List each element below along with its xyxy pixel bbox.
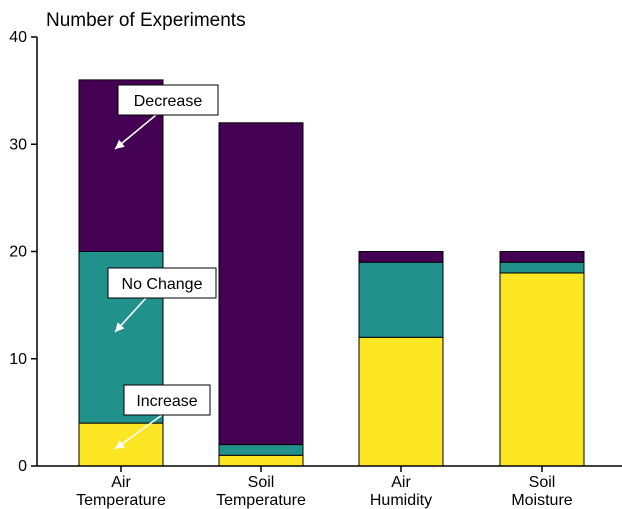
annotation-decrease: Decrease	[114, 84, 219, 150]
bar-segment-no-change-3	[499, 261, 585, 274]
y-tick-label-4: 40	[9, 29, 27, 46]
chart-title: Number of Experiments	[46, 10, 246, 31]
annotation-box	[107, 267, 217, 299]
y-tick-label-3: 30	[9, 136, 27, 153]
annotation-label: Decrease	[134, 93, 203, 110]
bar-segment-decrease-2	[358, 251, 444, 263]
annotation-box	[117, 84, 219, 116]
annotation-no-change: No Change	[107, 267, 217, 333]
bar-segment-no-change-2	[358, 261, 444, 338]
bar-segment-increase-3	[499, 272, 585, 467]
annotation-increase: Increase	[114, 384, 211, 450]
annotation-arrowhead	[115, 322, 125, 332]
y-tick-label-1: 10	[9, 351, 27, 368]
annotation-label: Increase	[136, 393, 197, 410]
y-tick-label-2: 20	[9, 244, 27, 261]
y-tick-label-0: 0	[18, 458, 27, 475]
bar-segment-decrease-1	[218, 122, 304, 446]
bar-segment-no-change-1	[218, 444, 304, 456]
annotation-label: No Change	[122, 276, 203, 293]
x-category-label-3: Soil Moisture	[511, 474, 572, 509]
x-category-label-2: Air Humidity	[370, 474, 432, 509]
annotation-arrow-line	[114, 414, 163, 450]
annotation-arrowhead	[115, 139, 125, 149]
bar-segment-increase-1	[218, 454, 304, 467]
bar-segment-decrease-3	[499, 251, 585, 263]
bar-segment-increase-2	[358, 336, 444, 467]
x-category-label-0: Air Temperature	[76, 474, 166, 509]
annotation-box	[123, 384, 211, 416]
annotation-arrowhead	[115, 440, 125, 449]
x-category-label-1: Soil Temperature	[216, 474, 306, 509]
